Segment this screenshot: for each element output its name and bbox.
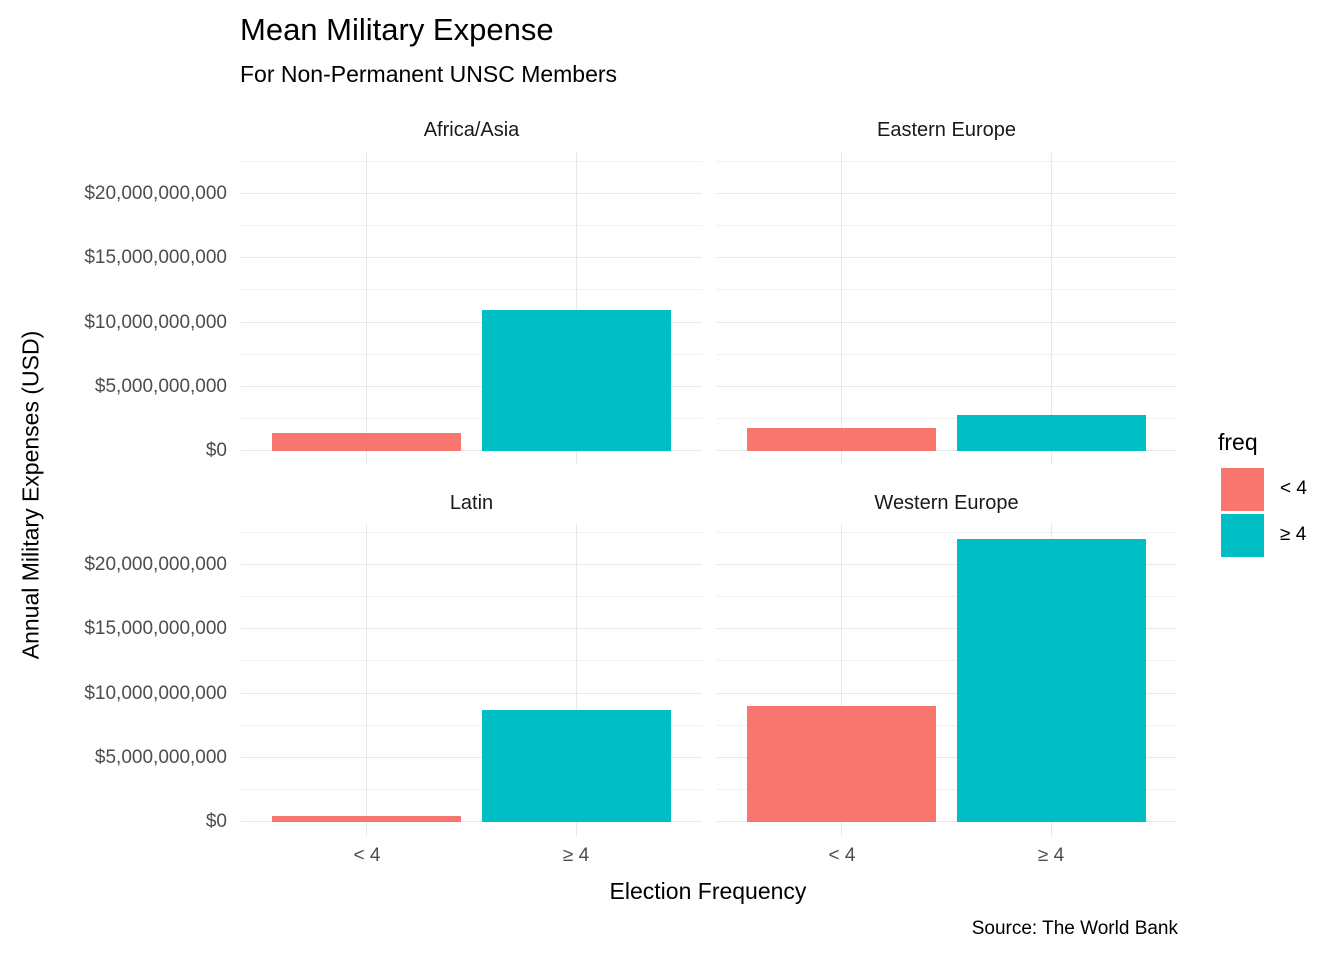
y-tick-label: $10,000,000,000 [84, 683, 227, 704]
gridline [716, 417, 1177, 419]
gridline [241, 417, 702, 419]
y-tick-label: $15,000,000,000 [84, 618, 227, 639]
legend-label-ge4: ≥ 4 [1280, 524, 1307, 545]
x-tick-label: < 4 [828, 845, 856, 866]
bar-lt4 [747, 428, 936, 451]
x-tick-label: ≥ 4 [562, 845, 590, 866]
facet-strip-western-europe: Western Europe [874, 492, 1019, 514]
bar-ge4 [482, 310, 671, 451]
gridline [241, 289, 702, 291]
gridline [241, 193, 702, 195]
gridline [716, 788, 1177, 790]
gridline [716, 193, 1177, 195]
gridline [716, 353, 1177, 355]
gridline [716, 321, 1177, 323]
gridline [241, 628, 702, 630]
facet-strip-latin: Latin [449, 492, 494, 514]
gridline [716, 532, 1177, 533]
gridline [841, 524, 843, 836]
gridline [241, 756, 702, 758]
gridline [716, 225, 1177, 227]
legend-item-ge4: ≥ 4 [1218, 514, 1338, 560]
source-caption: Source: The World Bank [971, 918, 1178, 939]
gridline [366, 153, 368, 465]
gridline [366, 524, 368, 836]
gridline [241, 321, 702, 323]
gridline [241, 161, 702, 162]
gridline [241, 724, 702, 726]
gridline [241, 353, 702, 355]
facet-panel-eastern-europe [716, 153, 1177, 465]
legend-item-lt4: < 4 [1218, 468, 1338, 514]
bar-ge4 [957, 539, 1146, 822]
gridline [241, 821, 702, 822]
gridline [241, 532, 702, 533]
facet-strip-eastern-europe: Eastern Europe [877, 119, 1016, 141]
gridline [1050, 153, 1052, 465]
gridline [841, 153, 843, 465]
gridline [241, 450, 702, 451]
gridline [716, 628, 1177, 630]
gridline [716, 564, 1177, 566]
y-tick-label: $0 [205, 440, 227, 461]
legend: freq < 4 ≥ 4 [1218, 428, 1338, 560]
facet-panel-africa-asia [241, 153, 702, 465]
gridline [241, 257, 702, 259]
y-tick-label: $0 [205, 811, 227, 832]
legend-key-ge4-swatch [1221, 514, 1264, 557]
bar-lt4 [272, 433, 461, 451]
bar-lt4 [272, 816, 461, 822]
x-axis-title: Election Frequency [609, 878, 807, 904]
y-tick-label: $5,000,000,000 [94, 376, 227, 397]
facet-panel-latin [241, 524, 702, 836]
gridline [716, 756, 1177, 758]
chart-title: Mean Military Expense [240, 12, 554, 47]
gridline [716, 821, 1177, 822]
gridline [241, 385, 702, 387]
gridline [716, 450, 1177, 451]
facet-panel-western-europe [716, 524, 1177, 836]
bar-lt4 [747, 706, 936, 822]
gridline [716, 257, 1177, 259]
gridline [241, 788, 702, 790]
legend-label-lt4: < 4 [1280, 478, 1307, 499]
bar-ge4 [482, 710, 671, 822]
y-tick-label: $20,000,000,000 [84, 183, 227, 204]
bar-ge4 [957, 415, 1146, 451]
gridline [241, 692, 702, 694]
y-tick-label: $20,000,000,000 [84, 554, 227, 575]
gridline [575, 524, 577, 836]
gridline [716, 724, 1177, 726]
gridline [241, 660, 702, 662]
x-tick-label: < 4 [353, 845, 381, 866]
y-tick-label: $5,000,000,000 [94, 747, 227, 768]
gridline [716, 161, 1177, 162]
legend-title: freq [1218, 429, 1258, 455]
gridline [716, 660, 1177, 662]
facet-strip-africa-asia: Africa/Asia [423, 119, 520, 141]
gridline [241, 225, 702, 227]
gridline [575, 153, 577, 465]
gridline [241, 596, 702, 598]
gridline [716, 385, 1177, 387]
chart-subtitle: For Non-Permanent UNSC Members [240, 61, 618, 87]
gridline [716, 289, 1177, 291]
y-tick-label: $10,000,000,000 [84, 312, 227, 333]
legend-key-lt4-swatch [1221, 468, 1264, 511]
gridline [716, 692, 1177, 694]
gridline [241, 564, 702, 566]
x-tick-label: ≥ 4 [1037, 845, 1065, 866]
gridline [716, 596, 1177, 598]
y-tick-label: $15,000,000,000 [84, 247, 227, 268]
